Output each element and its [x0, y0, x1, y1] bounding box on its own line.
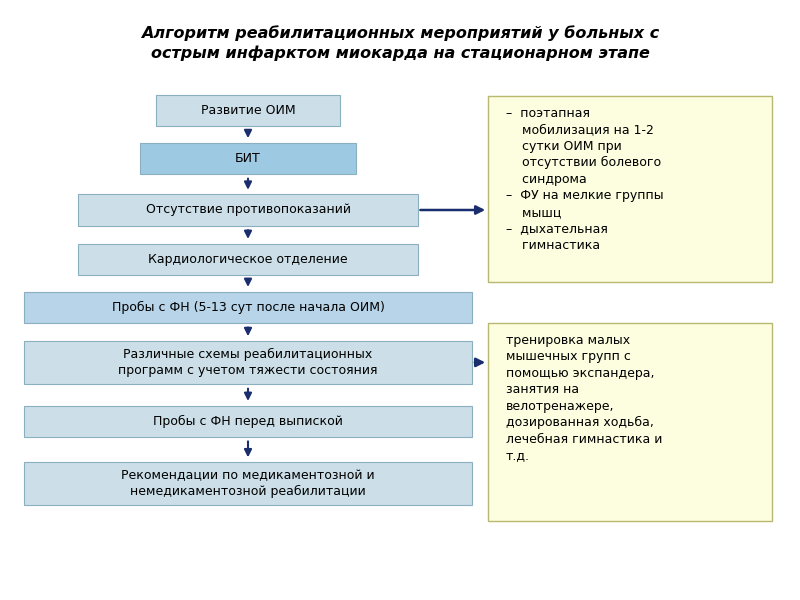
Text: Алгоритм реабилитационных мероприятий у больных с: Алгоритм реабилитационных мероприятий у … [141, 25, 659, 41]
FancyBboxPatch shape [78, 244, 418, 275]
FancyBboxPatch shape [140, 143, 356, 174]
Text: Рекомендации по медикаментозной и
немедикаментозной реабилитации: Рекомендации по медикаментозной и немеди… [121, 469, 375, 498]
Text: Развитие ОИМ: Развитие ОИМ [201, 104, 295, 117]
Text: Различные схемы реабилитационных
программ с учетом тяжести состояния: Различные схемы реабилитационных програм… [118, 348, 378, 377]
Text: тренировка малых
мышечных групп с
помощью экспандера,
занятия на
велотренажере,
: тренировка малых мышечных групп с помощь… [506, 334, 662, 462]
FancyBboxPatch shape [24, 406, 472, 437]
Text: острым инфарктом миокарда на стационарном этапе: острым инфарктом миокарда на стационарно… [150, 45, 650, 61]
FancyBboxPatch shape [488, 323, 772, 521]
FancyBboxPatch shape [78, 194, 418, 226]
Text: БИТ: БИТ [235, 152, 261, 165]
FancyBboxPatch shape [24, 462, 472, 505]
FancyBboxPatch shape [488, 96, 772, 282]
Text: –  поэтапная
    мобилизация на 1-2
    сутки ОИМ при
    отсутствии болевого
  : – поэтапная мобилизация на 1-2 сутки ОИМ… [506, 107, 663, 252]
FancyBboxPatch shape [156, 95, 340, 126]
FancyBboxPatch shape [24, 292, 472, 323]
Text: Пробы с ФН (5-13 сут после начала ОИМ): Пробы с ФН (5-13 сут после начала ОИМ) [111, 301, 385, 314]
Text: Отсутствие противопоказаний: Отсутствие противопоказаний [146, 203, 350, 217]
FancyBboxPatch shape [24, 341, 472, 384]
Text: Кардиологическое отделение: Кардиологическое отделение [148, 253, 348, 266]
Text: Пробы с ФН перед выпиской: Пробы с ФН перед выпиской [153, 415, 343, 428]
